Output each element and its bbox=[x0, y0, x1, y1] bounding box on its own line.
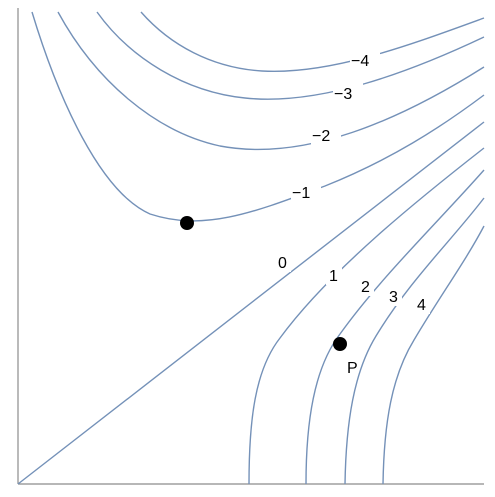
contour-line-2 bbox=[305, 169, 485, 485]
point-p-label: P bbox=[347, 360, 358, 377]
label-bg-minus-2 bbox=[311, 125, 341, 145]
label-bg-3 bbox=[386, 286, 402, 306]
contour-line-3 bbox=[344, 197, 485, 485]
contour-line-minus-3 bbox=[96, 11, 485, 100]
level-label-3: 3 bbox=[389, 289, 398, 306]
level-label-minus-1: −1 bbox=[292, 185, 310, 202]
label-bg-2 bbox=[358, 276, 374, 296]
level-label-minus-2: −2 bbox=[312, 128, 330, 145]
label-bg-minus-1 bbox=[291, 182, 321, 202]
contour-line-minus-2 bbox=[57, 11, 485, 151]
label-bg-minus-3 bbox=[333, 83, 363, 103]
contour-line-4 bbox=[382, 225, 485, 485]
minimum-point-dot bbox=[180, 216, 194, 230]
label-bg-4 bbox=[414, 294, 430, 314]
level-label-0: 0 bbox=[278, 255, 287, 272]
label-bg-0 bbox=[275, 252, 291, 272]
contour-line-minus-1 bbox=[31, 11, 485, 222]
level-label-1: 1 bbox=[329, 268, 338, 285]
point-p-dot bbox=[333, 337, 347, 351]
contour-line-0 bbox=[17, 121, 485, 485]
label-bg-1 bbox=[326, 265, 342, 285]
level-label-4: 4 bbox=[417, 297, 426, 314]
level-label-minus-3: −3 bbox=[334, 86, 352, 103]
label-bg-minus-4 bbox=[350, 50, 380, 70]
level-label-2: 2 bbox=[361, 279, 370, 296]
contour-line-1 bbox=[248, 147, 485, 485]
level-label-minus-4: −4 bbox=[351, 53, 369, 70]
contour-line-minus-4 bbox=[140, 11, 485, 73]
